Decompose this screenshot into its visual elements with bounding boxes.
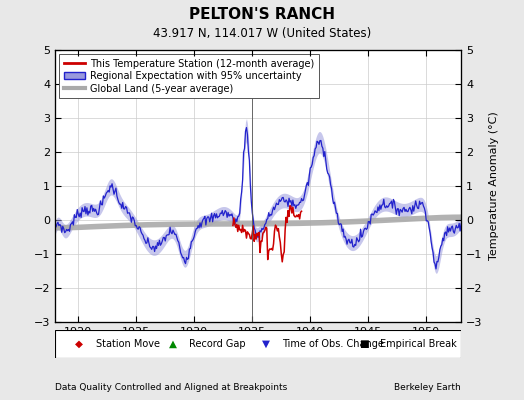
Text: Time of Obs. Change: Time of Obs. Change	[282, 339, 384, 349]
Text: Data Quality Controlled and Aligned at Breakpoints: Data Quality Controlled and Aligned at B…	[55, 383, 287, 392]
Text: Station Move: Station Move	[95, 339, 160, 349]
Legend: This Temperature Station (12-month average), Regional Expectation with 95% uncer: This Temperature Station (12-month avera…	[59, 54, 319, 98]
Text: ▲: ▲	[169, 339, 177, 349]
Text: ■: ■	[359, 339, 368, 349]
Y-axis label: Temperature Anomaly (°C): Temperature Anomaly (°C)	[489, 112, 499, 260]
Text: ▼: ▼	[262, 339, 270, 349]
Text: Empirical Break: Empirical Break	[380, 339, 456, 349]
Text: PELTON'S RANCH: PELTON'S RANCH	[189, 7, 335, 22]
Text: ◆: ◆	[75, 339, 83, 349]
Text: 43.917 N, 114.017 W (United States): 43.917 N, 114.017 W (United States)	[153, 27, 371, 40]
FancyBboxPatch shape	[55, 330, 461, 358]
Text: Berkeley Earth: Berkeley Earth	[395, 383, 461, 392]
Text: Record Gap: Record Gap	[189, 339, 246, 349]
